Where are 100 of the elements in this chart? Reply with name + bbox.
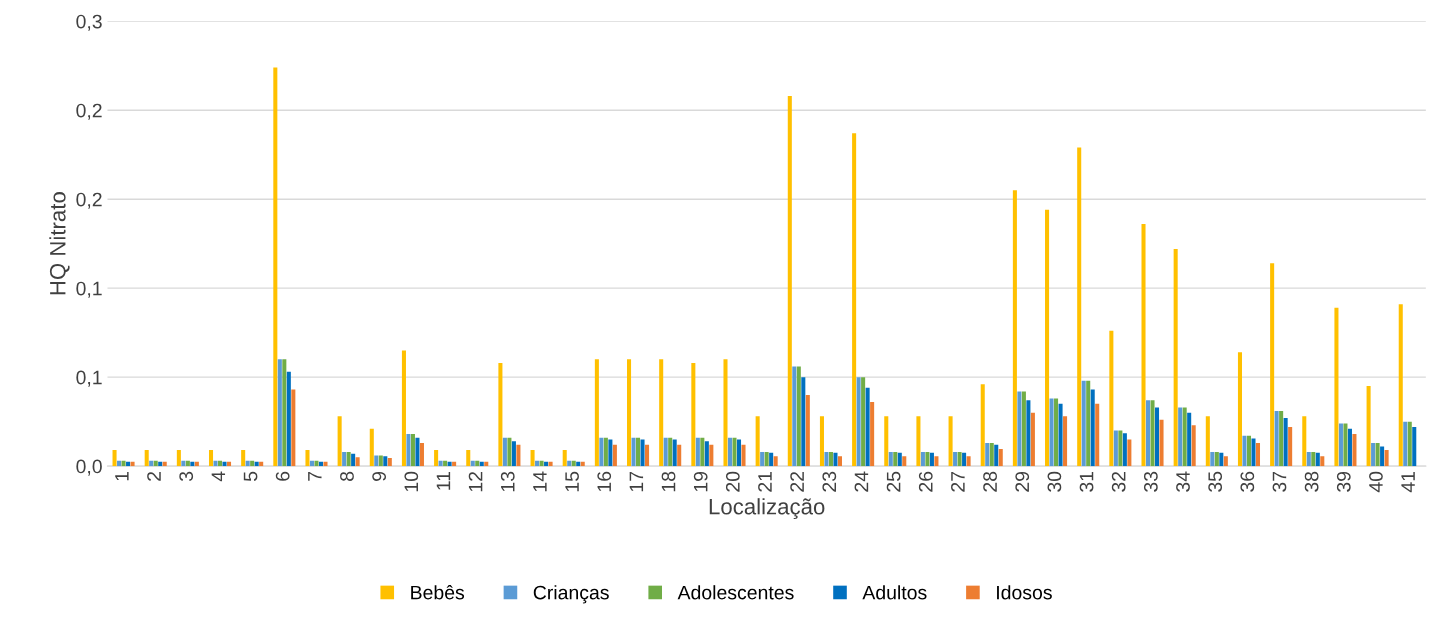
x-tick-label: 18 [661, 471, 676, 492]
bar [342, 451, 347, 467]
bar [1380, 446, 1385, 467]
bar [374, 455, 379, 467]
bar [792, 366, 797, 467]
x-tick-label: 9 [372, 471, 387, 481]
bar [571, 460, 576, 467]
bar [245, 460, 250, 467]
bar [870, 402, 875, 467]
x-tick-label: 31 [1079, 471, 1094, 492]
bar [1251, 438, 1256, 467]
x-tick-label: 10 [404, 471, 419, 492]
x-tick-label: 13 [500, 471, 515, 492]
bar [884, 416, 889, 467]
x-tick-label: 14 [533, 471, 547, 492]
bar [149, 460, 154, 467]
x-tick-label: 8 [340, 471, 354, 481]
bar [181, 460, 186, 467]
y-tick-label: 0,2 [76, 192, 102, 209]
bar [1145, 400, 1151, 467]
bar [1311, 451, 1316, 467]
bar [305, 450, 310, 467]
bar [1306, 451, 1311, 467]
bar [153, 460, 158, 467]
bar [535, 460, 540, 467]
bar [1191, 425, 1196, 467]
bar [1049, 398, 1054, 467]
legend-label: Crianças [533, 585, 609, 604]
bar [1054, 398, 1059, 467]
x-tick-label: 33 [1143, 471, 1158, 492]
x-tick-label: 21 [758, 471, 772, 492]
bar [291, 389, 296, 467]
bar [1270, 263, 1275, 467]
bar [498, 362, 503, 467]
bar [112, 450, 117, 467]
bar [217, 460, 223, 467]
y-tick-label: 0,1 [76, 370, 102, 387]
x-tick-label: 6 [275, 471, 290, 481]
bar [144, 450, 149, 467]
x-tick-label: 15 [565, 471, 579, 492]
x-tick-label: 12 [468, 471, 483, 492]
bar [1127, 439, 1132, 467]
bar [1223, 456, 1228, 467]
bar [764, 451, 769, 467]
bar [672, 439, 677, 467]
x-tick-label: 4 [211, 471, 226, 482]
bar [985, 442, 990, 467]
bar [213, 460, 218, 467]
bar [925, 451, 930, 467]
bar [282, 359, 287, 467]
bar [121, 460, 126, 467]
bar [1118, 430, 1123, 467]
bar [741, 444, 746, 467]
bar [250, 460, 255, 467]
bar [828, 451, 833, 467]
bar [902, 456, 907, 467]
bar [980, 384, 985, 467]
bar [608, 439, 613, 467]
bar [562, 450, 567, 467]
bar [612, 444, 617, 467]
bar [567, 460, 572, 467]
y-tick-label: 0,2 [76, 103, 102, 120]
bar [1302, 416, 1307, 467]
bar [1090, 389, 1095, 467]
bar [1407, 421, 1412, 467]
bar [1205, 416, 1210, 467]
bar [241, 450, 246, 467]
bar [438, 460, 443, 467]
bar [387, 458, 392, 467]
bar [769, 452, 774, 467]
bar [893, 451, 898, 467]
bar [1159, 419, 1164, 467]
bar [355, 457, 360, 467]
bar [1141, 224, 1146, 467]
bar [1058, 403, 1063, 467]
bar [1187, 412, 1192, 467]
bar [1063, 416, 1068, 467]
y-axis-title: HQ Nitrato [49, 192, 70, 295]
bar [185, 460, 190, 467]
bar [466, 450, 471, 467]
bar [273, 67, 278, 467]
bar [1315, 452, 1320, 467]
bar [511, 441, 516, 467]
bar [222, 461, 227, 467]
x-tick-label: 30 [1047, 471, 1062, 492]
bar [897, 452, 902, 467]
bar [695, 437, 700, 467]
bar [314, 460, 319, 467]
bar [1288, 426, 1293, 467]
bar [704, 441, 709, 467]
bar [1352, 434, 1357, 467]
bar [727, 437, 733, 467]
bar [1403, 421, 1408, 467]
x-tick-label: 37 [1272, 471, 1287, 492]
bar [1375, 442, 1380, 467]
bar [640, 439, 645, 467]
x-tick-label: 16 [597, 471, 612, 492]
bar [1274, 410, 1279, 467]
bar [691, 362, 696, 467]
bar [1178, 407, 1183, 467]
